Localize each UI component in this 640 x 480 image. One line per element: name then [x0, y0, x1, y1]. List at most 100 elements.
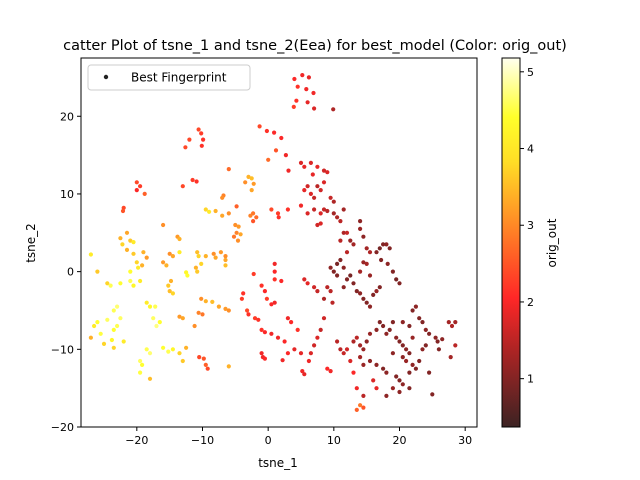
scatter-point [161, 260, 166, 265]
scatter-point [264, 296, 269, 301]
scatter-point [279, 278, 284, 284]
scatter-point [315, 289, 320, 294]
scatter-point [306, 358, 311, 364]
scatter-point [305, 100, 310, 105]
scatter-point [275, 335, 281, 340]
scatter-point [131, 251, 136, 256]
scatter-point [298, 351, 304, 356]
scatter-point [306, 75, 311, 80]
scatter-point [312, 106, 317, 111]
scatter-point [272, 261, 277, 266]
y-tick-label: 10 [60, 188, 74, 201]
scatter-point [384, 393, 389, 398]
scatter-point [245, 308, 250, 313]
scatter-point [436, 347, 441, 352]
scatter-point [140, 263, 145, 268]
scatter-point [111, 308, 116, 313]
scatter-point [138, 370, 143, 375]
scatter-point [109, 337, 114, 343]
scatter-point [305, 281, 310, 286]
scatter-point [241, 291, 246, 296]
scatter-point [101, 341, 107, 346]
colorbar-tick-label: 1 [527, 373, 534, 386]
scatter-point [279, 135, 284, 141]
scatter-point [144, 300, 149, 305]
scatter-point [367, 358, 373, 364]
scatter-point [220, 195, 225, 200]
scatter-point [134, 188, 139, 193]
scatter-point [358, 291, 363, 296]
scatter-point [246, 312, 251, 317]
scatter-point [354, 335, 359, 340]
scatter-point [361, 347, 366, 352]
scatter-point [400, 355, 405, 360]
scatter-point [118, 281, 123, 286]
scatter-point [254, 215, 259, 220]
scatter-point [190, 177, 195, 183]
scatter-point [184, 345, 189, 350]
scatter-point [335, 339, 340, 344]
scatter-point [325, 285, 330, 290]
scatter-point [286, 168, 291, 173]
scatter-point [300, 369, 305, 374]
scatter-point [193, 265, 198, 270]
scatter-point [321, 168, 327, 173]
scatter-point [177, 314, 182, 319]
scatter-point [259, 327, 264, 332]
scatter-point [420, 320, 425, 325]
scatter-point [328, 265, 333, 270]
scatter-point [203, 254, 208, 259]
scatter-point [407, 351, 412, 356]
scatter-point [335, 215, 340, 220]
scatter-point [315, 184, 320, 189]
scatter-point [341, 351, 346, 356]
scatter-point [235, 238, 241, 243]
scatter-point [236, 224, 241, 229]
scatter-point [220, 213, 225, 218]
scatter-point [390, 269, 395, 274]
scatter-point [315, 335, 320, 340]
scatter-point [364, 300, 369, 305]
scatter-point [385, 261, 390, 266]
scatter-points [88, 73, 458, 412]
scatter-point [358, 403, 363, 408]
scatter-point [354, 289, 359, 294]
scatter-point [194, 179, 199, 184]
scatter-point [308, 160, 313, 165]
scatter-point [407, 370, 412, 375]
scatter-point [311, 90, 316, 96]
scatter-point [344, 347, 350, 352]
scatter-point [331, 211, 336, 216]
scatter-point [308, 191, 313, 196]
x-tick-label: 30 [458, 434, 472, 447]
scatter-point [318, 188, 323, 193]
scatter-point [305, 211, 310, 216]
scatter-point [216, 304, 221, 309]
scatter-point [367, 250, 373, 255]
scatter-point [423, 327, 428, 332]
scatter-point [88, 335, 93, 340]
scatter-point [358, 219, 363, 224]
scatter-point [213, 255, 218, 260]
scatter-point [302, 188, 307, 193]
scatter-point [295, 327, 300, 332]
x-axis-label: tsne_1 [258, 456, 298, 470]
scatter-point [367, 304, 373, 309]
scatter-point [410, 362, 415, 367]
scatter-point [196, 127, 201, 132]
scatter-point [341, 285, 346, 290]
scatter-point [223, 306, 228, 311]
scatter-point [201, 137, 206, 142]
scatter-point [183, 145, 188, 150]
scatter-point [410, 335, 415, 340]
scatter-point [243, 180, 248, 185]
scatter-point [131, 283, 136, 288]
scatter-point [249, 176, 254, 181]
scatter-point [205, 366, 210, 371]
scatter-point [105, 317, 110, 322]
scatter-point [315, 164, 320, 169]
colorbar: 1 2 3 4 5 orig_out [501, 57, 559, 428]
scatter-point [273, 148, 279, 153]
scatter-point [423, 343, 428, 348]
scatter-point [294, 98, 299, 103]
